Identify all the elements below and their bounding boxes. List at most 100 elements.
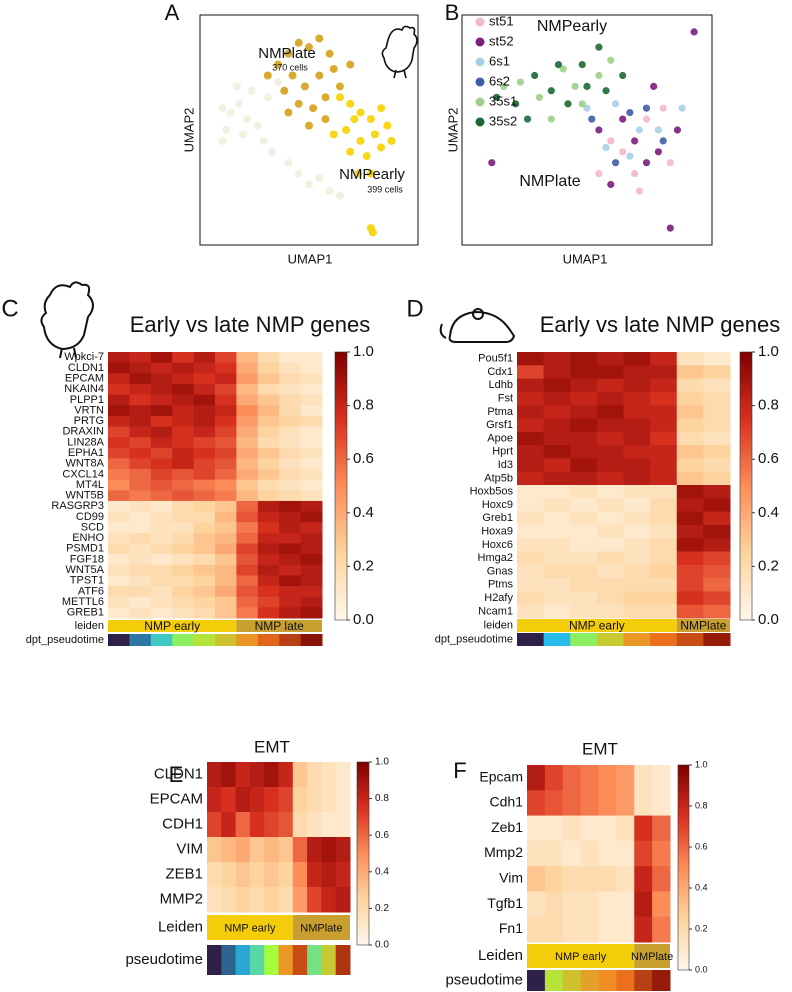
heatmap-cell: [215, 564, 237, 576]
heatmap-cell: [257, 564, 280, 576]
heatmap-cell: [108, 511, 130, 523]
point: [335, 191, 344, 200]
heatmap-cell: [257, 511, 280, 523]
x-axis-label: UMAP1: [288, 251, 333, 266]
point: [626, 108, 634, 117]
gene-label: Ldhb: [489, 379, 513, 391]
heatmap-cell: [193, 458, 216, 470]
chart-title: Early vs late NMP genes: [130, 312, 370, 337]
heatmap-cell: [300, 458, 323, 470]
heatmap-cell: [543, 604, 571, 619]
gene-label: CLDN1: [154, 765, 203, 782]
heatmap-cell: [300, 479, 323, 491]
gene-label: Wpkci-7: [64, 351, 104, 363]
heatmap-cell: [652, 866, 671, 892]
heatmap-cell: [623, 391, 651, 406]
heatmap-cell: [193, 596, 216, 608]
point: [329, 64, 338, 73]
point: [595, 170, 603, 178]
pseudotime-cell: [650, 633, 678, 646]
heatmap-cell: [150, 447, 173, 459]
heatmap-cell: [300, 352, 323, 364]
legend-marker: [475, 17, 485, 27]
heatmap-cell: [279, 522, 302, 534]
heatmap-cell: [543, 591, 571, 606]
pseudotime-cell: [544, 970, 564, 991]
heatmap-cell: [300, 596, 323, 608]
gene-label: WNT8A: [66, 458, 105, 470]
point: [356, 136, 365, 145]
heatmap-cell: [279, 607, 302, 619]
heatmap-cell: [562, 815, 582, 842]
gene-label: ZEB1: [165, 865, 203, 882]
heatmap-cell: [172, 447, 195, 459]
heatmap-cell: [236, 437, 259, 449]
gene-label: ATF6: [78, 585, 104, 597]
pseudotime-cell: [300, 634, 323, 646]
heatmap-cell: [580, 866, 599, 892]
heatmap-cell: [703, 591, 731, 606]
heatmap-cell: [172, 373, 195, 385]
heatmap-cell: [517, 458, 545, 473]
gene-label: MT4L: [76, 479, 104, 491]
point: [315, 71, 324, 80]
point: [383, 121, 392, 130]
heatmap-cell: [307, 862, 322, 888]
annotation: NMPlate: [258, 45, 316, 62]
heatmap-cell: [543, 538, 571, 552]
heatmap-cell: [623, 458, 651, 473]
heatmap-cell: [257, 405, 280, 417]
point: [583, 82, 591, 90]
heatmap-cell: [257, 458, 280, 470]
point: [642, 115, 651, 123]
heatmap-cell: [278, 837, 294, 863]
heatmap-cell: [676, 524, 704, 539]
gene-label: NKAIN4: [64, 383, 104, 395]
colorbar-tick-label: 0.2: [353, 557, 374, 574]
colorbar-tick-label: 0.6: [758, 450, 779, 467]
heatmap-cell: [580, 765, 599, 791]
heatmap-cell: [650, 365, 678, 380]
point: [274, 78, 283, 87]
heatmap-cell: [257, 490, 280, 502]
colorbar-tick-label: 0.0: [375, 940, 389, 951]
heatmap-cell: [150, 564, 173, 576]
heatmap-cell: [307, 787, 322, 813]
legend-label: st51: [489, 13, 514, 28]
point: [305, 43, 313, 52]
heatmap-cell: [300, 447, 323, 459]
heatmap-cell: [236, 564, 259, 576]
pseudotime-cell: [543, 633, 571, 646]
point: [346, 99, 355, 108]
heatmap-cell: [650, 511, 678, 526]
legend-label: 35s1: [489, 93, 517, 108]
heatmap-cell: [676, 431, 704, 446]
heatmap-cell: [703, 445, 731, 459]
heatmap-cell: [221, 837, 237, 863]
heatmap-cell: [249, 837, 265, 863]
heatmap-cell: [172, 586, 195, 598]
gene-label: Hoxa9: [481, 525, 513, 537]
heatmap-cell: [108, 596, 130, 608]
heatmap-cell: [108, 490, 130, 502]
heatmap-cell: [221, 812, 237, 838]
heatmap-cell: [108, 383, 130, 396]
heatmap-cell: [129, 575, 152, 587]
point: [611, 100, 620, 108]
point: [619, 148, 627, 156]
point: [335, 82, 344, 91]
heatmap-cell: [307, 762, 322, 788]
heatmap-cell: [215, 586, 237, 598]
heatmap-cell: [335, 812, 351, 838]
heatmap-cell: [598, 765, 617, 791]
heatmap-cell: [279, 564, 302, 576]
heatmap-cell: [257, 596, 280, 608]
heatmap-cell: [652, 840, 671, 867]
pseudotime-cell: [129, 634, 152, 646]
heatmap-cell: [278, 812, 294, 838]
pseudotime-cell: [335, 945, 351, 975]
pseudotime-cell: [235, 945, 251, 975]
heatmap-cell: [236, 458, 259, 470]
heatmap-cell: [703, 551, 731, 566]
colorbar-tick-label: 0.6: [695, 841, 708, 851]
